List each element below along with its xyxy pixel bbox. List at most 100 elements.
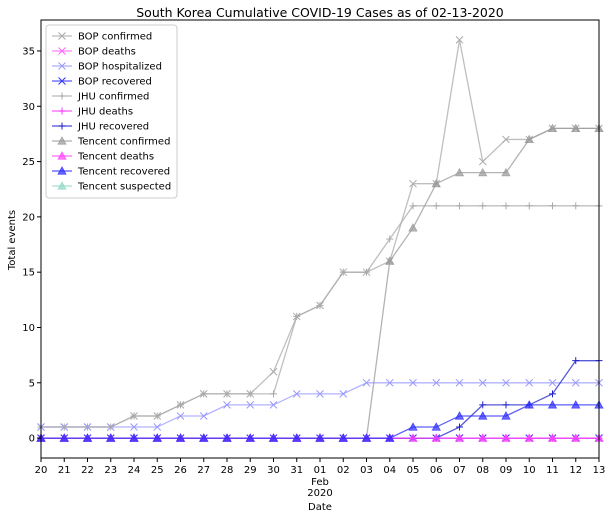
legend-entry: Tencent confirmed [52,136,170,148]
y-tick-label: 35 [22,46,35,57]
data-point [270,390,277,398]
data-point [363,268,370,276]
data-point [502,378,510,387]
data-point [549,390,556,398]
legend-entry: JHU deaths [52,107,133,118]
data-point [478,167,488,177]
legend-swatch-marker [57,136,67,145]
x-tick-label: 26 [174,465,187,476]
legend-entry: BOP deaths [52,47,136,58]
x-tick-label: 21 [58,465,71,476]
legend-label: Tencent confirmed [77,137,170,148]
data-point [478,157,487,166]
data-point [501,167,511,177]
data-point [571,123,581,132]
data-point [456,202,463,210]
x-tick-label: 22 [81,465,94,476]
data-point [175,433,186,442]
x-tick-label: 02 [337,465,350,476]
legend-label: Tencent recovered [77,167,170,178]
data-point [571,378,580,387]
data-point [177,401,184,409]
data-point [432,378,441,387]
legend-swatch-marker [57,181,67,190]
series-tencent-recovered [36,400,604,442]
legend-box [45,24,178,199]
x-axis-label: Date [308,502,332,513]
data-point [409,202,417,210]
data-point [548,378,557,387]
legend-swatch-marker [58,92,66,100]
data-point [338,433,348,442]
x-tick-label: 20 [35,465,48,476]
data-point [315,433,325,442]
legend-label: JHU deaths [77,107,133,118]
data-point [385,256,395,265]
legend: BOP confirmed BOP deaths BOP hospitalized B… [45,24,178,199]
legend-label: Tencent suspected [77,182,171,193]
y-axis: 0 5 10 15 20 25 30 35 [22,46,41,445]
x-tick-label: 07 [453,465,466,476]
x-tick-label: 05 [407,465,420,476]
data-point [293,312,301,320]
data-point [82,433,93,442]
data-point [107,423,115,431]
legend-label: Tencent deaths [77,152,154,163]
legend-swatch-marker [57,166,67,175]
legend-entry: JHU recovered [52,122,149,133]
data-point [525,378,534,387]
data-point [176,412,185,420]
data-point [223,401,231,409]
data-point [60,423,68,431]
data-point [245,433,255,442]
data-point [478,433,488,442]
x-tick-label: 11 [546,465,559,476]
data-point [106,433,116,442]
data-point [547,400,558,409]
legend-entry: Tencent deaths [52,151,154,163]
data-point [199,433,209,442]
data-point [502,401,510,409]
legend-label: JHU confirmed [77,92,149,103]
series-jhu-confirmed [37,202,603,431]
x-tick-label: 23 [104,465,117,476]
data-point [547,123,558,132]
legend-entry: Tencent suspected [52,181,171,193]
data-point [478,378,487,387]
x-tick-label: 28 [221,465,234,476]
legend-swatch-marker [58,77,66,85]
data-point [572,357,580,365]
x-tick-label: 12 [569,465,582,476]
legend-label: BOP confirmed [78,32,152,43]
x-tick-label: 13 [593,465,606,476]
data-point [129,433,139,442]
x-tick-sublabel: 2020 [307,488,332,499]
data-point [525,202,533,210]
x-tick-label: 24 [128,465,141,476]
legend-entry: JHU confirmed [52,92,149,103]
data-point [130,412,138,420]
y-tick-label: 30 [22,102,35,113]
data-point [502,135,510,144]
data-point [268,433,279,442]
legend-swatch-marker [58,47,66,55]
data-point [479,401,487,409]
legend-swatch-marker [58,62,66,70]
x-tick-label: 30 [267,465,280,476]
chart-title: South Korea Cumulative COVID-19 Cases as… [136,5,504,20]
data-point [408,422,418,431]
data-point [501,433,511,442]
x-tick-label: 01 [314,465,327,476]
data-point [316,389,324,398]
x-tick-label: 06 [430,465,443,476]
legend-swatch-marker [58,32,66,40]
data-point [408,223,418,232]
data-point [572,202,580,210]
legend-label: BOP deaths [78,47,136,58]
y-tick-label: 10 [22,323,35,334]
legend-label: BOP recovered [78,77,152,88]
data-point [153,423,162,431]
data-point [478,411,488,420]
data-point [409,378,417,387]
data-point [549,202,556,210]
